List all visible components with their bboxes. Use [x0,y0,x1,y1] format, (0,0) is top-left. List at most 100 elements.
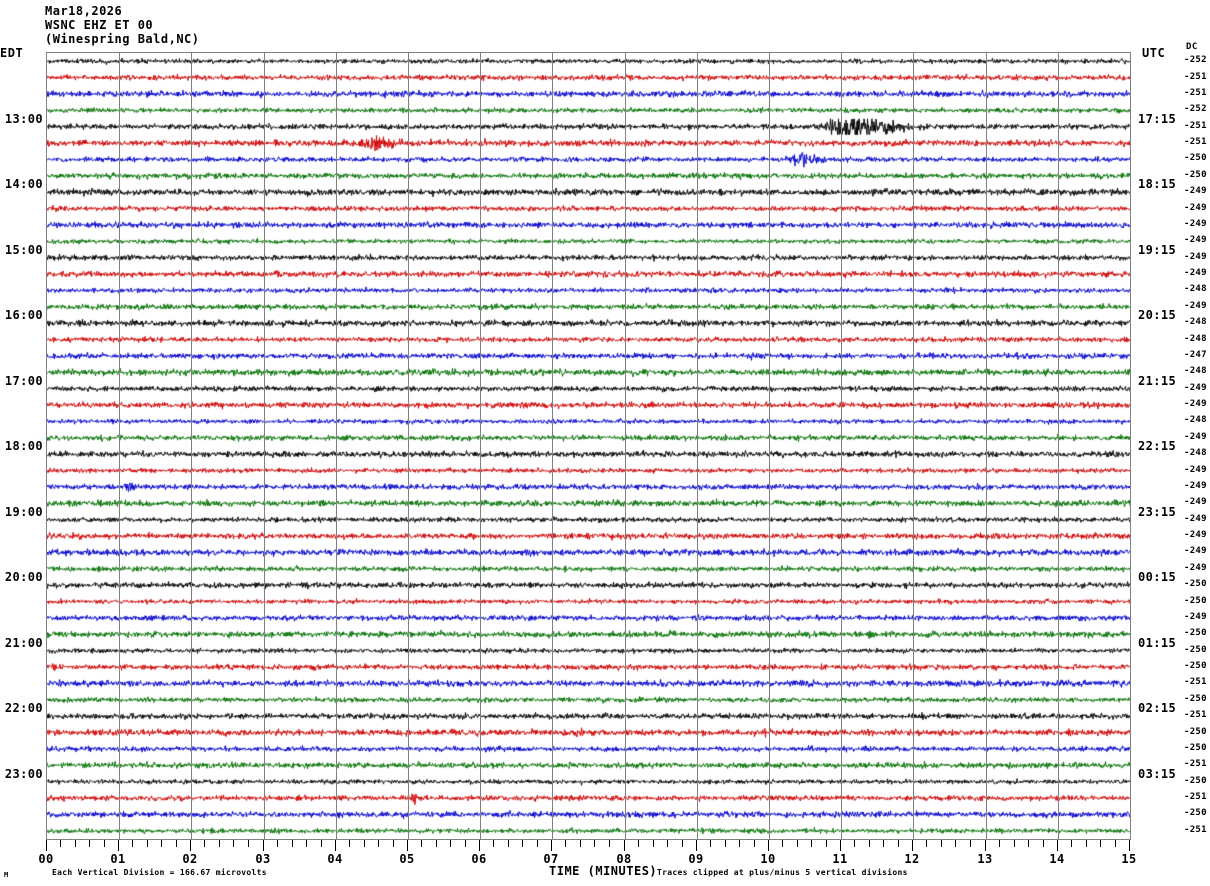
x-tick-minor [854,840,855,847]
x-tick-minor [147,840,148,847]
dc-value: -251 [1184,120,1207,131]
x-tick-major [985,840,986,851]
dc-value: -249 [1184,186,1207,197]
dc-value: -250 [1184,742,1207,753]
x-tick-minor [1086,840,1087,847]
right-time-label: 20:15 [1138,308,1177,322]
x-tick-minor [869,840,870,847]
left-time-label: 21:00 [4,635,43,650]
x-tick-minor [204,840,205,847]
grid-line-vertical [408,53,409,839]
grid-line-vertical [480,53,481,839]
x-tick-minor [826,840,827,847]
x-tick-minor [970,840,971,847]
x-tick-minor [1100,840,1101,847]
x-tick-minor [667,840,668,847]
right-time-label: 18:15 [1138,177,1177,191]
right-time-label: 02:15 [1138,701,1177,715]
dc-value: -249 [1184,464,1207,475]
dc-value: -248 [1184,317,1207,328]
x-tick-minor [725,840,726,847]
x-tick-minor [277,840,278,847]
x-tick-minor [653,840,654,847]
dc-value: -249 [1184,251,1207,262]
right-time-label: 03:15 [1138,766,1177,781]
x-tick-minor [104,840,105,847]
x-tick-minor [60,840,61,847]
dc-value: -249 [1184,399,1207,410]
x-tick-label: 08 [616,852,632,866]
x-axis-title: TIME (MINUTES) [549,864,658,878]
grid-line-vertical [264,53,265,839]
dc-value: -250 [1184,169,1207,180]
x-tick-label: 14 [1049,852,1065,866]
dc-value: -248 [1184,415,1207,426]
x-tick-minor [1071,840,1072,847]
x-tick-major [551,840,552,851]
dc-value: -251 [1184,824,1207,835]
x-tick-major [118,840,119,851]
dc-value: -249 [1184,611,1207,622]
left-time-label: 22:00 [4,701,43,715]
dc-value: -248 [1184,448,1207,459]
left-time-label: 17:00 [4,373,43,388]
x-tick-minor [75,840,76,847]
x-tick-label: 04 [327,852,343,866]
left-time-label: 15:00 [4,242,43,257]
dc-value-column: -252 -251 -251 -252 -251 -251 -250 -250 -249 -249… [1184,0,1210,886]
dc-value: -251 [1184,710,1207,721]
dc-value: -250 [1184,628,1207,639]
x-tick-label: 11 [832,852,848,866]
x-tick-label: 01 [110,852,126,866]
dc-value: -250 [1184,775,1207,786]
dc-value: -252 [1184,55,1207,66]
dc-value: -249 [1184,497,1207,508]
x-tick-minor [493,840,494,847]
x-tick-minor [306,840,307,847]
dc-value: -249 [1184,268,1207,279]
dc-value: -248 [1184,366,1207,377]
header-station: WSNC EHZ ET 00 [45,18,154,32]
right-time-label: 17:15 [1138,111,1177,126]
x-tick-minor [89,840,90,847]
grid-line-vertical [769,53,770,839]
x-tick-major [479,840,480,851]
dc-value: -250 [1184,808,1207,819]
x-tick-major [190,840,191,851]
right-time-label: 19:15 [1138,242,1177,257]
x-tick-major [407,840,408,851]
x-tick-minor [955,840,956,847]
header-location: (Winespring Bald,NC) [45,32,200,46]
x-tick-minor [364,840,365,847]
x-tick-minor [580,840,581,847]
left-time-label: 16:00 [4,308,43,322]
x-tick-minor [710,840,711,847]
x-tick-minor [349,840,350,847]
x-tick-major [46,840,47,851]
x-tick-major [696,840,697,851]
x-tick-minor [565,840,566,847]
chart-header: Mar18,2026 WSNC EHZ ET 00 (Winespring Ba… [45,4,200,46]
x-tick-minor [898,840,899,847]
seismogram-traces-canvas [47,53,1130,839]
x-tick-minor [1028,840,1029,847]
left-time-label: 20:00 [4,570,43,584]
grid-line-vertical [336,53,337,839]
scale-note: Each Vertical Division = 166.67 microvol… [52,868,267,877]
dc-value: -250 [1184,595,1207,606]
x-tick-minor [132,840,133,847]
right-time-label: 22:15 [1138,439,1177,453]
x-tick-minor [292,840,293,847]
x-tick-minor [248,840,249,847]
x-tick-minor [594,840,595,847]
dc-column-header: DC [1186,42,1198,52]
dc-value: -251 [1184,71,1207,82]
x-tick-minor [883,840,884,847]
dc-value: -251 [1184,137,1207,148]
dc-value: -249 [1184,218,1207,229]
x-tick-minor [811,840,812,847]
dc-value: -250 [1184,693,1207,704]
x-tick-major [335,840,336,851]
grid-line-vertical [552,53,553,839]
x-tick-minor [1014,840,1015,847]
